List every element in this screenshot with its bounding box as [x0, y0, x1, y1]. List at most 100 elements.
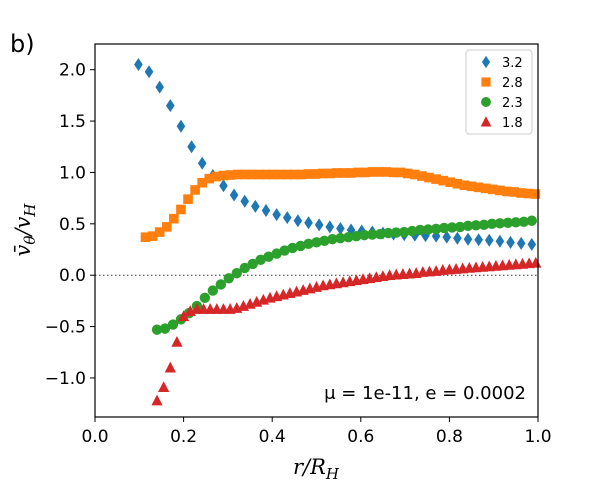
legend-marker — [481, 77, 491, 87]
series-1.8 — [151, 256, 542, 406]
data-point — [395, 167, 406, 178]
data-point — [261, 203, 271, 217]
data-point — [374, 167, 385, 177]
data-point — [159, 323, 171, 334]
data-point — [353, 167, 363, 178]
y-tick-label: 1.0 — [59, 163, 86, 183]
legend-item: 1.8 — [480, 116, 523, 131]
data-point — [247, 169, 257, 180]
data-point — [272, 208, 281, 222]
data-point — [219, 179, 228, 193]
data-point — [391, 227, 402, 238]
data-point — [295, 240, 306, 252]
y-axis-label: v̄θ/vH — [11, 203, 39, 257]
data-point — [151, 394, 163, 406]
data-point — [343, 231, 354, 243]
data-point — [158, 381, 170, 393]
data-point — [446, 222, 458, 233]
data-point — [154, 227, 165, 237]
data-point — [488, 184, 498, 195]
data-point — [325, 220, 335, 234]
data-point — [223, 273, 234, 284]
data-point — [140, 232, 151, 242]
y-tick-label: −1.0 — [45, 369, 86, 389]
legend-box — [465, 49, 533, 135]
data-point — [346, 168, 356, 178]
parameter-annotation: μ = 1e-11, e = 0.0002 — [324, 383, 526, 404]
data-point — [282, 211, 292, 225]
legend-label: 2.3 — [502, 96, 523, 111]
y-axis: 2.0 1.5 1.0 0.5 0.0 −0.5 −1.0 — [45, 61, 95, 389]
data-point — [176, 204, 186, 215]
data-point — [445, 177, 456, 188]
data-point — [254, 169, 264, 180]
data-point — [247, 258, 258, 270]
data-point — [410, 169, 420, 180]
data-point — [516, 188, 526, 198]
data-point — [484, 233, 494, 247]
data-point — [332, 168, 342, 178]
x-axis-label: r/RH — [293, 455, 340, 483]
data-point — [289, 169, 300, 180]
x-tick-label: 0.8 — [436, 427, 463, 447]
data-point — [197, 156, 207, 170]
data-point — [239, 169, 250, 180]
data-point — [232, 169, 243, 180]
data-point — [229, 188, 239, 202]
y-tick-label: −0.5 — [45, 318, 86, 338]
data-point — [480, 183, 491, 194]
data-point — [527, 237, 537, 251]
data-point — [518, 216, 530, 227]
data-point — [134, 58, 143, 72]
data-point — [147, 231, 158, 241]
data-point — [231, 267, 242, 279]
data-point — [406, 225, 418, 237]
data-point — [388, 167, 399, 178]
data-point — [176, 119, 186, 133]
data-point — [452, 178, 463, 189]
data-point — [359, 229, 370, 241]
data-point — [171, 335, 183, 347]
data-point — [454, 221, 466, 233]
data-point — [438, 222, 450, 234]
data-point — [530, 256, 542, 268]
data-point — [225, 170, 236, 180]
data-point — [474, 233, 483, 247]
data-point — [526, 215, 537, 226]
legend-label: 1.8 — [502, 116, 523, 131]
legend: 3.2 2.8 2.3 1.8 — [465, 49, 533, 135]
data-point — [367, 167, 378, 177]
data-point — [462, 220, 474, 232]
data-point — [351, 230, 362, 242]
plot-frame — [94, 43, 539, 418]
data-point — [207, 285, 219, 296]
x-tick-label: 1.0 — [524, 427, 551, 447]
data-point — [495, 234, 505, 248]
data-point — [199, 292, 211, 304]
data-point — [240, 194, 250, 208]
data-point — [383, 227, 394, 239]
data-point — [317, 168, 328, 179]
data-point — [144, 65, 154, 79]
data-point — [187, 140, 196, 154]
legend-marker — [480, 116, 492, 127]
data-point — [275, 169, 285, 180]
data-point — [402, 168, 413, 179]
data-point — [155, 80, 164, 94]
data-point — [296, 169, 307, 180]
legend-item: 2.3 — [481, 96, 523, 111]
data-point — [268, 169, 278, 180]
data-point — [360, 167, 371, 178]
data-point — [509, 187, 519, 197]
data-point — [523, 188, 534, 199]
data-point — [169, 213, 179, 224]
data-point — [336, 221, 345, 235]
data-point — [303, 169, 314, 179]
data-point — [516, 236, 526, 250]
data-point — [453, 231, 462, 245]
data-point — [166, 99, 175, 113]
data-point — [319, 235, 330, 246]
data-point — [486, 218, 498, 230]
data-point — [311, 237, 322, 248]
